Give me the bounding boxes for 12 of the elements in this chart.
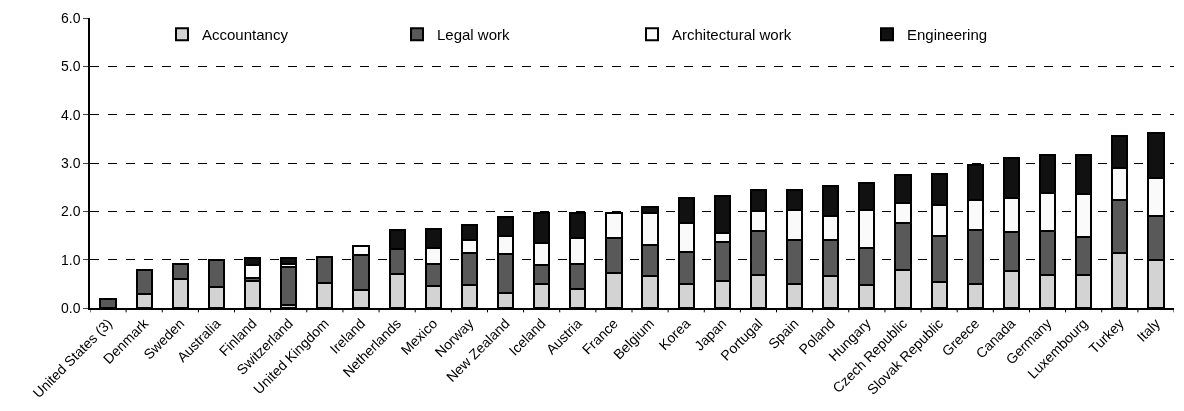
x-tick-label: Italy — [1133, 315, 1163, 345]
y-tick-label: 1.0 — [60, 251, 81, 268]
y-tick-label: 5.0 — [60, 58, 81, 75]
y-tick-label: 4.0 — [60, 106, 81, 123]
legend-label: Architectural work — [672, 26, 792, 44]
legend-label: Engineering — [907, 26, 988, 44]
legend-label: Legal work — [437, 26, 511, 44]
legend-label: Accountancy — [202, 26, 289, 44]
y-tick-label: 2.0 — [60, 203, 81, 220]
y-tick-label: 0.0 — [60, 299, 81, 316]
y-tick-label: 6.0 — [60, 9, 81, 26]
y-tick-label: 3.0 — [60, 154, 81, 171]
